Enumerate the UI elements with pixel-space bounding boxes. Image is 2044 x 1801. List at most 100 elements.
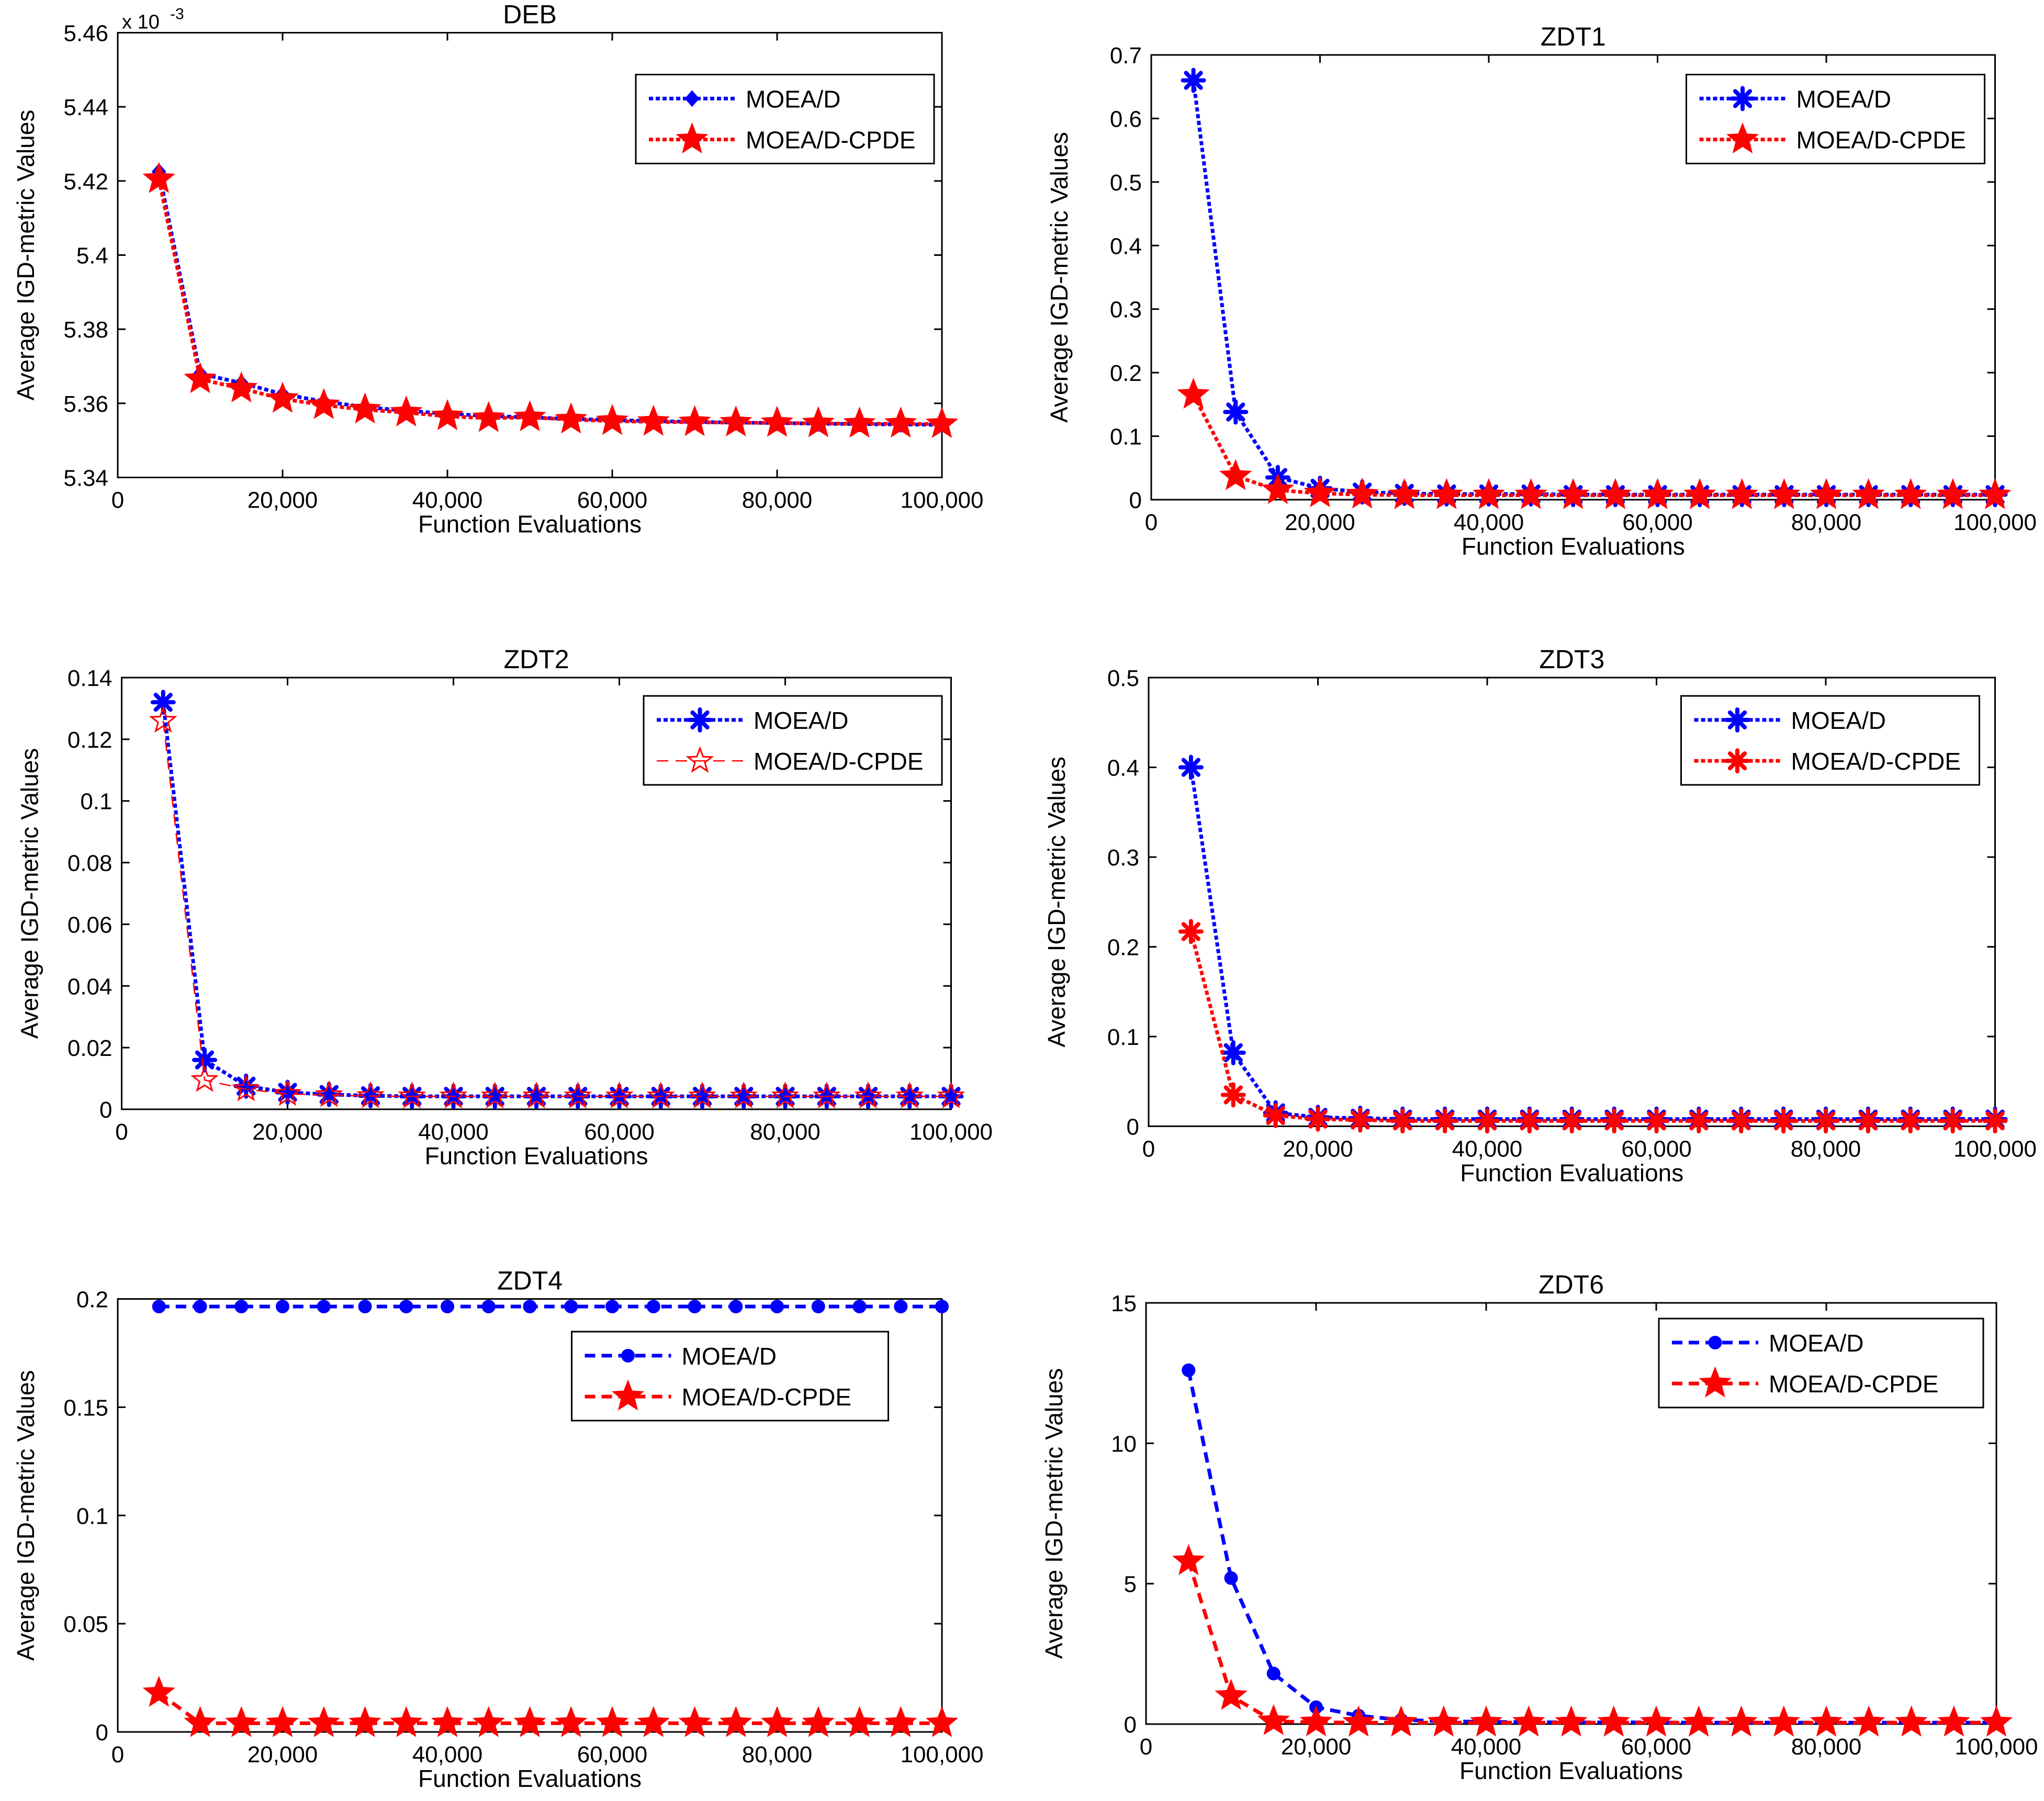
chart-deb: 5.34 5.36 5.38 5.4 5.42 5.44 5.46 0 20,000 40,000… [12, 0, 984, 538]
chart-zdt6: 0 5 10 15 0 20,000 40,000 60,000 80,000 100,000 ZD… [1040, 1270, 2038, 1784]
data-point [1469, 1705, 1503, 1737]
data-point [729, 1299, 743, 1313]
y-tick-label: 0 [1129, 488, 1142, 513]
y-tick-label: 0.6 [1110, 106, 1142, 132]
data-point [266, 381, 299, 413]
x-tick-label: 80,000 [1791, 1136, 1861, 1162]
data-point [1936, 478, 1970, 510]
legend: MOEA/D MOEA/D-CPDE [635, 74, 935, 164]
data-point [349, 1706, 381, 1737]
x-tick-label: 80,000 [750, 1119, 821, 1145]
y-axis-label: Average IGD-metric Values [1043, 757, 1070, 1048]
y-tick-label: 0.1 [80, 789, 112, 815]
y-tick-label: 0 [99, 1097, 112, 1123]
data-point [1852, 1705, 1885, 1737]
x-tick-label: 80,000 [1791, 1734, 1862, 1760]
x-tick-label: 40,000 [1452, 1136, 1523, 1162]
data-point [1475, 1108, 1500, 1134]
data-point [1601, 1108, 1627, 1134]
data-point [225, 1706, 258, 1737]
y-tick-label: 0.15 [63, 1395, 108, 1421]
data-point [1342, 1705, 1375, 1737]
data-point [678, 1706, 711, 1737]
data-point [1347, 1107, 1373, 1133]
y-tick-label: 0.08 [68, 851, 113, 876]
data-point [1810, 478, 1843, 510]
data-point [1897, 1108, 1923, 1134]
data-point [390, 395, 423, 427]
x-axis-label: Function Evaluations [424, 1142, 648, 1169]
x-tick-label: 100,000 [1953, 510, 2037, 535]
data-point [1182, 1363, 1196, 1377]
x-tick-label: 20,000 [1283, 1136, 1353, 1162]
data-point [349, 392, 381, 424]
legend-marker [621, 1348, 635, 1363]
data-point [1220, 1040, 1246, 1065]
legend: MOEA/D MOEA/D-CPDE [643, 695, 943, 786]
data-point [938, 1084, 964, 1109]
data-point [852, 1299, 867, 1313]
data-point [441, 1299, 454, 1313]
data-point [1894, 478, 1927, 510]
y-tick-label: 5.42 [63, 169, 108, 195]
x-tick-label: 0 [1142, 1136, 1155, 1162]
data-point [937, 1081, 965, 1109]
x-axis-label: Function Evaluations [418, 511, 642, 538]
legend-label: MOEA/D [682, 1343, 777, 1370]
data-point [1390, 1108, 1416, 1134]
data-point [1215, 1679, 1248, 1710]
x-tick-label: 0 [1140, 1734, 1152, 1760]
data-point [555, 1706, 588, 1737]
y-tick-label: 0.5 [1107, 666, 1139, 691]
y-tick-label: 0.4 [1110, 233, 1142, 259]
data-point [1725, 478, 1758, 510]
x-tick-label: 100,000 [1955, 1734, 2038, 1760]
axis-exponent-power: -3 [170, 6, 184, 23]
data-point [1263, 1102, 1288, 1128]
data-point [317, 1299, 331, 1313]
x-axis-label: Function Evaluations [1459, 1757, 1683, 1784]
data-point [843, 407, 876, 438]
x-tick-label: 40,000 [412, 1742, 483, 1768]
chart-zdt3: 0 0.1 0.2 0.3 0.4 0.5 0 20,000 40,000 60,000 80,00… [1043, 645, 2037, 1187]
data-point [895, 1081, 924, 1109]
legend-marker [1726, 122, 1759, 154]
data-point [439, 1081, 468, 1109]
y-tick-label: 0.4 [1107, 756, 1139, 781]
legend: MOEA/D MOEA/D-CPDE [1686, 74, 1985, 164]
data-point [1979, 478, 2012, 510]
data-point [398, 1081, 426, 1109]
data-point [1172, 1544, 1205, 1575]
y-tick-label: 0.2 [1107, 935, 1139, 961]
data-point [184, 1706, 217, 1737]
data-point [1388, 478, 1421, 510]
data-point [678, 405, 711, 436]
data-point [688, 1299, 702, 1313]
x-tick-label: 60,000 [577, 488, 648, 513]
y-tick-label: 5.4 [76, 243, 108, 269]
x-tick-label: 40,000 [412, 488, 483, 513]
data-point [142, 162, 175, 193]
data-point [522, 1081, 551, 1109]
data-point [729, 1081, 758, 1109]
series-moead-cpde [1178, 919, 2008, 1134]
data-point [811, 1299, 825, 1313]
data-point [1305, 1106, 1331, 1132]
data-point [1266, 1667, 1281, 1681]
x-tick-label: 100,000 [909, 1119, 993, 1145]
y-tick-label: 0.3 [1110, 297, 1142, 323]
x-axis-label: Function Evaluations [418, 1765, 642, 1792]
data-point [637, 1706, 670, 1737]
data-point [1768, 478, 1801, 510]
x-tick-label: 20,000 [248, 488, 318, 513]
data-point [760, 406, 794, 437]
data-point [390, 1706, 423, 1737]
legend-label: MOEA/D-CPDE [682, 1383, 852, 1411]
x-tick-label: 80,000 [742, 488, 813, 513]
data-point [1261, 473, 1295, 504]
data-point [1555, 1705, 1588, 1737]
data-point [935, 1299, 949, 1313]
data-point [1810, 1705, 1843, 1737]
x-tick-label: 20,000 [1281, 1734, 1352, 1760]
